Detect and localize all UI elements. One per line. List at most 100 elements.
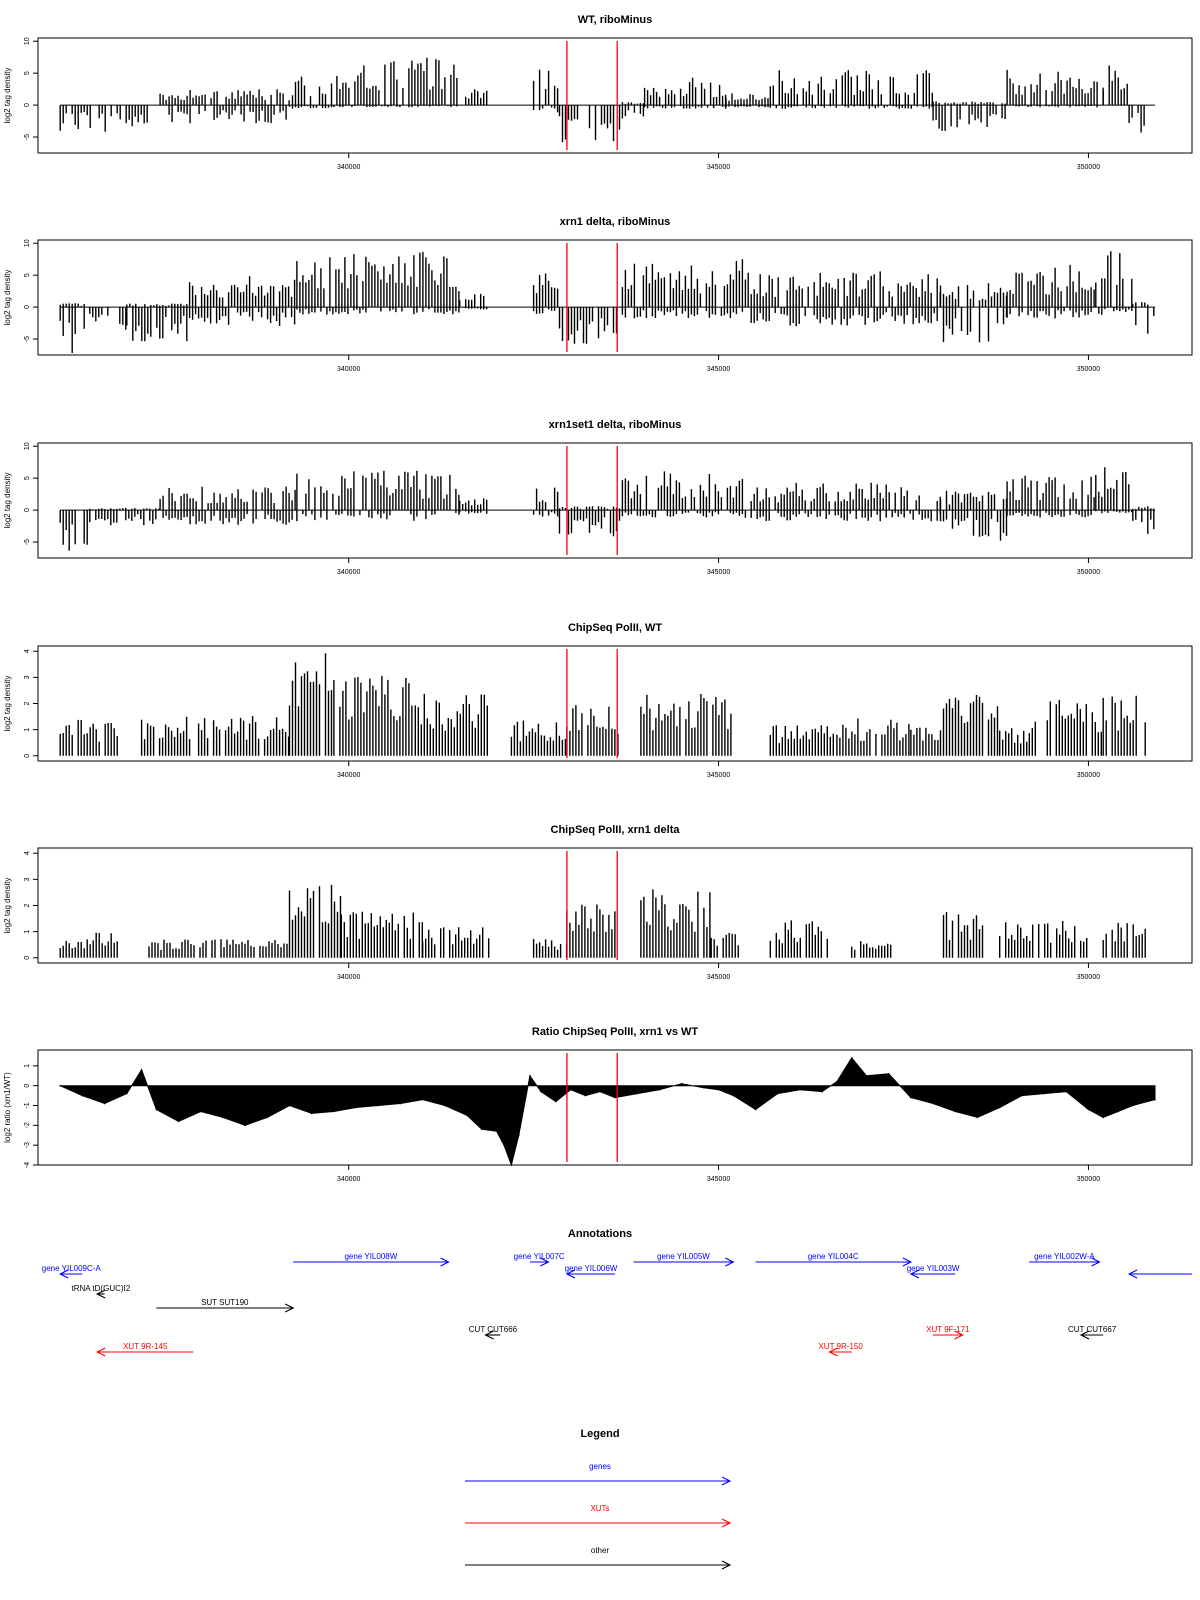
annotation-feature: SUT SUT190 (156, 1298, 295, 1313)
ratio-point (1102, 1116, 1105, 1119)
ratio-point (836, 1080, 838, 1083)
data-bars (725, 93, 769, 108)
data-bars (910, 727, 939, 756)
legend-item-gene: genes (465, 1462, 732, 1486)
legend-arrow-head (721, 1560, 732, 1570)
y-tick-label: 10 (24, 442, 31, 450)
y-axis-label: log2 ratio (xrn1/WT) (3, 1072, 12, 1143)
data-bars (465, 89, 488, 106)
ratio-point (421, 1098, 424, 1101)
ratio-point (1087, 1108, 1090, 1111)
y-tick-label: 4 (24, 649, 31, 653)
y-tick-label: 1 (24, 930, 31, 934)
ratio-point (976, 1116, 979, 1119)
data-bars (999, 728, 1028, 756)
y-tick-label: 2 (24, 903, 31, 907)
data-bars (340, 911, 423, 958)
feature-label: gene YIL002W-A (1034, 1252, 1095, 1261)
x-tick-label: 340000 (337, 366, 360, 373)
data-segment-12 (942, 912, 984, 958)
annotation-feature: XUT 9R-150 (818, 1342, 863, 1357)
data-bars (59, 303, 85, 353)
data-segment-11 (939, 283, 1008, 343)
x-tick-label: 340000 (337, 974, 360, 981)
annotation-feature: gene YIL005W (633, 1252, 735, 1267)
feature-label: gene YIL004C (808, 1252, 859, 1261)
ratio-point (103, 1102, 106, 1105)
data-bars (1102, 922, 1146, 958)
ratio-point (658, 1088, 661, 1091)
data-segment-12 (932, 101, 1006, 131)
ratio-point (932, 1102, 934, 1105)
data-segment-1 (59, 510, 88, 551)
data-segment-2 (148, 939, 288, 958)
data-segment-1 (59, 105, 148, 132)
ratio-point (1065, 1090, 1068, 1093)
y-tick-label: 5 (24, 273, 31, 277)
ratio-point (754, 1108, 757, 1111)
x-tick-label: 345000 (707, 974, 730, 981)
plot-frame (37, 37, 1193, 154)
data-segment-3 (288, 653, 333, 756)
data-bars (414, 693, 488, 756)
y-tick-label: 0 (24, 754, 31, 758)
data-segment-10 (747, 271, 941, 327)
annotation-feature: gene YIL002W-A (1029, 1252, 1101, 1267)
ratio-point (140, 1069, 143, 1071)
data-bars (750, 482, 941, 522)
ratio-point (636, 1092, 638, 1095)
data-bars (288, 884, 342, 958)
data-bars (999, 921, 1088, 958)
chart-panel-2: xrn1 delta, riboMinus log2 tag density -5 0… (3, 216, 1193, 373)
data-bars (558, 307, 618, 344)
data-bars (851, 941, 892, 958)
data-segment-8 (558, 307, 618, 344)
x-tick-label: 340000 (337, 164, 360, 171)
legend-item-other: other (465, 1546, 732, 1570)
feature-label: gene YIL008W (344, 1252, 397, 1261)
data-bars (333, 675, 413, 756)
data-segment-2 (159, 89, 290, 124)
plot-frame (37, 239, 1193, 356)
y-tick-label: 0 (24, 305, 31, 309)
feature-arrow-head (565, 1269, 576, 1279)
data-bars (1102, 65, 1128, 106)
ratio-point (998, 1106, 1001, 1109)
data-segment-4 (188, 276, 296, 326)
data-bars (59, 719, 118, 756)
ratio-point (377, 1104, 380, 1107)
annotation-feature: gene YIL008W (293, 1252, 450, 1267)
data-bars (140, 716, 290, 756)
data-segment-5 (296, 252, 460, 315)
data-segment-8 (640, 889, 711, 958)
data-segment-13 (1095, 251, 1133, 315)
data-bars (59, 932, 118, 958)
x-tick-label: 350000 (1077, 569, 1100, 576)
ratio-point (1117, 1110, 1119, 1113)
ratio-point (125, 1092, 128, 1095)
ratio-point (244, 1124, 246, 1127)
legend-label: XUTs (590, 1504, 609, 1513)
ratio-point (1132, 1104, 1134, 1107)
data-segment-7 (566, 705, 619, 756)
data-segment-5 (465, 89, 488, 106)
data-bars (159, 89, 290, 124)
ratio-point (288, 1104, 291, 1107)
data-segment-1 (59, 719, 118, 756)
data-bars (640, 694, 732, 756)
plot-frame (37, 1049, 1193, 1166)
panel-title: ChipSeq PolII, WT (568, 622, 662, 634)
data-segment-4 (333, 57, 458, 108)
annotation-feature (1127, 1269, 1192, 1279)
data-segment-4 (296, 470, 460, 522)
data-bars (1132, 302, 1155, 334)
legend-item-xut: XUTs (465, 1504, 732, 1528)
annotation-feature: gene YIL009C-A (42, 1264, 101, 1279)
x-tick-label: 350000 (1077, 772, 1100, 779)
data-segment-5 (422, 927, 490, 958)
ratio-point (799, 1088, 801, 1091)
feature-label: CUT CUT667 (1068, 1325, 1117, 1334)
ratio-point (222, 1116, 224, 1119)
data-bars (1128, 105, 1145, 133)
data-bars (836, 718, 910, 756)
